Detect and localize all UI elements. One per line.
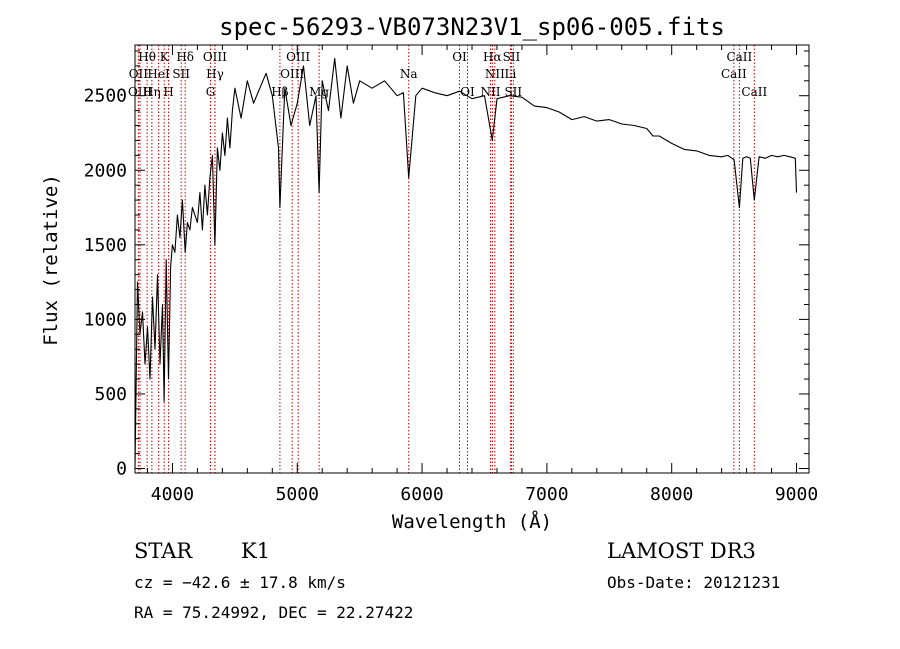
y-tick-label-2: 1000 bbox=[84, 309, 127, 330]
x-tick-label-5: 9000 bbox=[775, 484, 818, 505]
y-tick-label-1: 500 bbox=[94, 384, 127, 405]
marker-label-0: Hθ bbox=[138, 50, 156, 64]
y-tick-label-0: 0 bbox=[116, 459, 127, 480]
marker-label-13: OIII bbox=[280, 67, 304, 81]
x-tick-label-0: 4000 bbox=[151, 484, 194, 505]
marker-label-15: NII bbox=[485, 67, 505, 81]
y-axis-label: Flux (relative) bbox=[40, 174, 62, 346]
x-tick-label-3: 7000 bbox=[525, 484, 568, 505]
ra-dec-coordinates: RA = 75.24992, DEC = 22.27422 bbox=[134, 603, 414, 622]
line-markers bbox=[137, 45, 755, 473]
marker-label-2: Hδ bbox=[176, 50, 194, 64]
y-tick-label-3: 1500 bbox=[84, 235, 127, 256]
marker-label-25: NII bbox=[480, 85, 500, 99]
marker-label-21: G bbox=[206, 85, 216, 99]
survey-name: LAMOST DR3 bbox=[607, 539, 756, 563]
marker-label-3: OIII bbox=[203, 50, 227, 64]
marker-label-23: Mg bbox=[309, 85, 329, 99]
marker-label-27: CaII bbox=[741, 85, 767, 99]
marker-label-4: OIII bbox=[286, 50, 310, 64]
y-tick-label-5: 2500 bbox=[84, 86, 127, 107]
object-subclass: K1 bbox=[241, 539, 271, 563]
marker-label-9: OII bbox=[129, 67, 149, 81]
x-axis-ticks: 4000 5000 6000 7000 8000 9000 bbox=[146, 45, 818, 505]
marker-label-17: CaII bbox=[721, 67, 747, 81]
chart-title: spec-56293-VB073N23V1_sp06-005.fits bbox=[219, 13, 725, 41]
x-tick-label-1: 5000 bbox=[276, 484, 319, 505]
marker-label-7: SII bbox=[503, 50, 521, 64]
marker-label-8: CaII bbox=[726, 50, 752, 64]
x-tick-label-2: 6000 bbox=[400, 484, 443, 505]
marker-label-10: HeI bbox=[147, 67, 170, 81]
marker-label-19: Hη bbox=[143, 85, 161, 99]
x-axis-label: Wavelength (Å) bbox=[392, 510, 552, 533]
object-class: STAR bbox=[134, 539, 193, 563]
marker-label-1: K bbox=[160, 50, 170, 64]
y-tick-label-4: 2000 bbox=[84, 160, 127, 181]
marker-label-12: Hγ bbox=[206, 67, 224, 81]
marker-label-14: Na bbox=[400, 67, 418, 81]
marker-label-5: OI bbox=[452, 50, 467, 64]
marker-label-24: OI bbox=[460, 85, 475, 99]
spectrum-line bbox=[134, 57, 798, 469]
plot-frame bbox=[134, 44, 810, 474]
marker-label-20: H bbox=[163, 85, 173, 99]
x-tick-label-4: 8000 bbox=[650, 484, 693, 505]
marker-label-6: Hα bbox=[483, 50, 502, 64]
marker-label-16: Li bbox=[505, 67, 517, 81]
y-axis-ticks: 0 500 1000 1500 2000 2500 bbox=[84, 50, 809, 480]
observation-date: Obs-Date: 20121231 bbox=[607, 573, 781, 592]
redshift-cz: cz = −42.6 ± 17.8 km/s bbox=[134, 573, 346, 592]
marker-label-11: SII bbox=[172, 67, 190, 81]
marker-label-18: OIII bbox=[128, 85, 152, 99]
